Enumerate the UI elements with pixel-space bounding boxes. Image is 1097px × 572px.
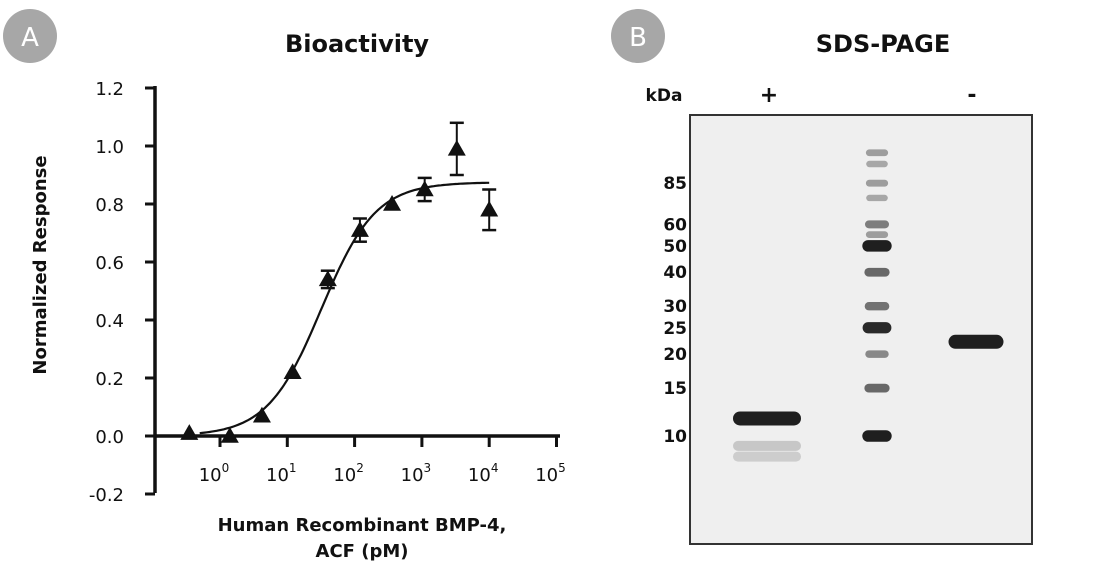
gel-band (948, 334, 1004, 349)
x-tick-exponent: 3 (424, 461, 432, 475)
y-axis-title: Normalized Response (30, 155, 51, 374)
x-tick-exponent: 2 (356, 461, 364, 475)
gel-frame (689, 114, 1033, 545)
panel-a-badge: A (3, 9, 57, 63)
x-tick-base: 10 (199, 465, 222, 486)
gel-band (864, 267, 890, 277)
x-axis-title-line-2: ACF (pM) (316, 541, 409, 562)
mw-tick-label: 25 (663, 319, 687, 339)
mw-tick-label: 60 (663, 215, 687, 235)
x-tick-label: 102 (333, 461, 364, 486)
y-tick-label: 0.0 (95, 427, 124, 448)
data-point-triangle (318, 270, 337, 287)
y-tick-label: 0.8 (95, 195, 124, 216)
mw-tick-label: 10 (663, 427, 687, 447)
x-tick-label: 101 (266, 461, 297, 486)
x-tick-base: 10 (266, 465, 289, 486)
gel-band (866, 160, 888, 168)
mw-tick-label: 40 (663, 263, 687, 283)
x-tick-label: 100 (199, 461, 230, 486)
y-tick-label: 0.2 (95, 369, 124, 390)
data-point-triangle (415, 180, 434, 197)
mw-tick-label: 15 (663, 379, 687, 399)
x-tick-base: 10 (333, 465, 356, 486)
panel-b-badge-circle (611, 9, 665, 63)
panel-a-badge-circle (3, 9, 57, 63)
sds-page-title: SDS-PAGE (816, 30, 951, 58)
x-tick-exponent: 0 (222, 461, 230, 475)
gel-band (865, 149, 889, 157)
mw-tick-label: 30 (663, 297, 687, 317)
gel-band (865, 220, 889, 229)
y-tick-label: -0.2 (89, 485, 124, 506)
gel-band (866, 194, 888, 202)
data-point-triangle (383, 195, 402, 211)
gel-band (733, 451, 801, 462)
x-tick-base: 10 (468, 465, 491, 486)
y-tick-label: 1.0 (95, 137, 124, 158)
x-tick-base: 10 (535, 465, 558, 486)
gel-band (862, 240, 892, 252)
gel-band (862, 430, 892, 442)
gel-band (733, 411, 801, 426)
gel-band (864, 383, 890, 393)
panel-b-badge: B (611, 9, 665, 63)
y-tick-label: 0.6 (95, 253, 124, 274)
bioactivity-title: Bioactivity (285, 30, 429, 58)
x-tick-base: 10 (401, 465, 424, 486)
gel-band (864, 302, 890, 311)
lane-labels: + - (760, 83, 977, 108)
x-tick-exponent: 5 (558, 461, 566, 475)
data-point-triangle (480, 200, 499, 217)
data-point-triangle (447, 139, 466, 156)
data-point-triangle (350, 221, 369, 237)
panel-a-badge-letter: A (21, 23, 39, 53)
data-point-triangle (220, 427, 239, 443)
x-tick-label: 103 (401, 461, 432, 486)
x-axis-ticks: 100 101 102 103 104 105 (199, 436, 566, 486)
y-tick-label: 0.4 (95, 311, 124, 332)
panel-b-badge-letter: B (629, 23, 647, 53)
y-axis-ticks: -0.2 0.0 0.2 0.4 0.6 0.8 1.0 1.2 (89, 79, 155, 506)
mw-tick-label: 50 (663, 237, 687, 257)
x-tick-label: 104 (468, 461, 499, 486)
gel-band (865, 179, 889, 187)
mw-tick-label: 85 (663, 174, 687, 194)
mw-tick-label: 20 (663, 345, 687, 365)
x-tick-exponent: 1 (289, 461, 297, 475)
data-point-triangle (180, 424, 199, 440)
data-point-triangle (252, 406, 271, 423)
data-points (180, 121, 499, 443)
gel-band (865, 231, 889, 239)
gel-band (862, 322, 892, 334)
bioactivity-chart: -0.20.00.20.40.60.81.01.2 100 101 102 103 10… (30, 79, 566, 562)
x-tick-label: 105 (535, 461, 566, 486)
gel-bands (733, 149, 1004, 462)
gel-band (865, 350, 889, 358)
x-tick-exponent: 4 (491, 461, 499, 475)
dose-response-fit-curve (199, 181, 490, 435)
y-tick-label: 1.2 (95, 79, 124, 100)
kda-label: kDa (646, 86, 683, 106)
lane-label: + (760, 83, 778, 108)
data-point-triangle (283, 363, 302, 379)
gel-band (733, 440, 801, 451)
x-axis-title-line-1: Human Recombinant BMP-4, (218, 515, 507, 536)
lane-label: - (967, 83, 976, 108)
